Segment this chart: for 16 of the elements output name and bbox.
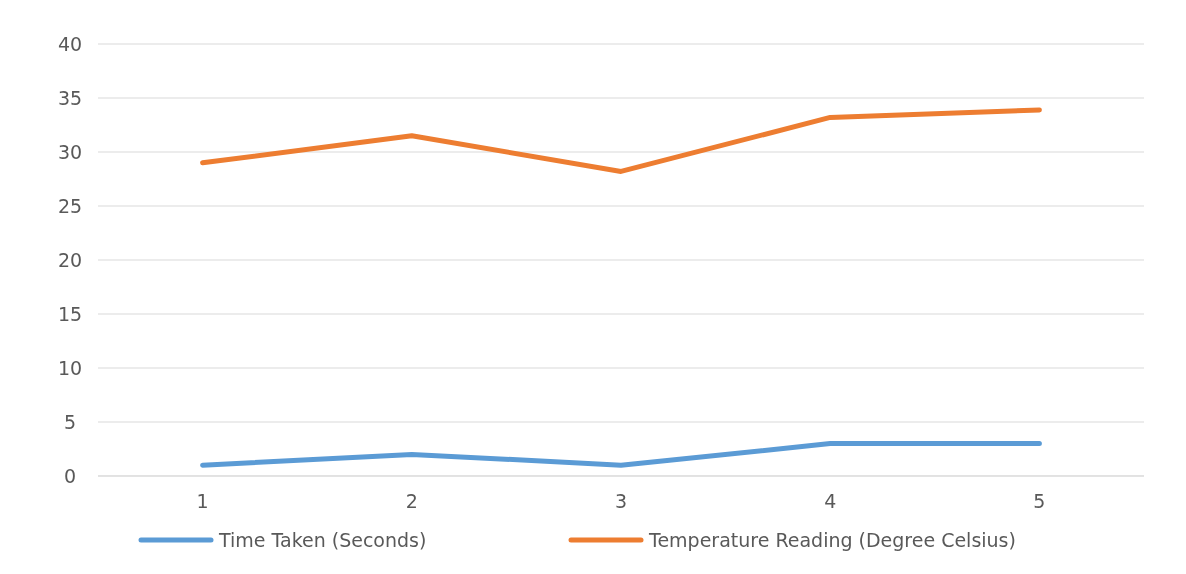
x-tick-label: 2 xyxy=(405,490,418,512)
x-tick-label: 4 xyxy=(824,490,837,512)
y-tick-label: 0 xyxy=(63,464,77,487)
y-tick-label: 40 xyxy=(57,32,83,55)
x-tick-label: 1 xyxy=(196,490,209,512)
y-tick-label: 30 xyxy=(57,140,83,163)
y-tick-label: 20 xyxy=(57,248,83,271)
y-tick-label: 5 xyxy=(63,410,77,433)
legend-label: Temperature Reading (Degree Celsius) xyxy=(648,528,1016,551)
x-tick-label: 3 xyxy=(614,490,628,512)
x-tick-label: 5 xyxy=(1033,490,1046,512)
legend-label: Time Taken (Seconds) xyxy=(218,528,427,551)
y-tick-label: 10 xyxy=(57,356,83,379)
y-tick-label: 25 xyxy=(57,194,83,217)
y-tick-label: 15 xyxy=(57,302,83,325)
y-tick-label: 35 xyxy=(57,86,83,109)
